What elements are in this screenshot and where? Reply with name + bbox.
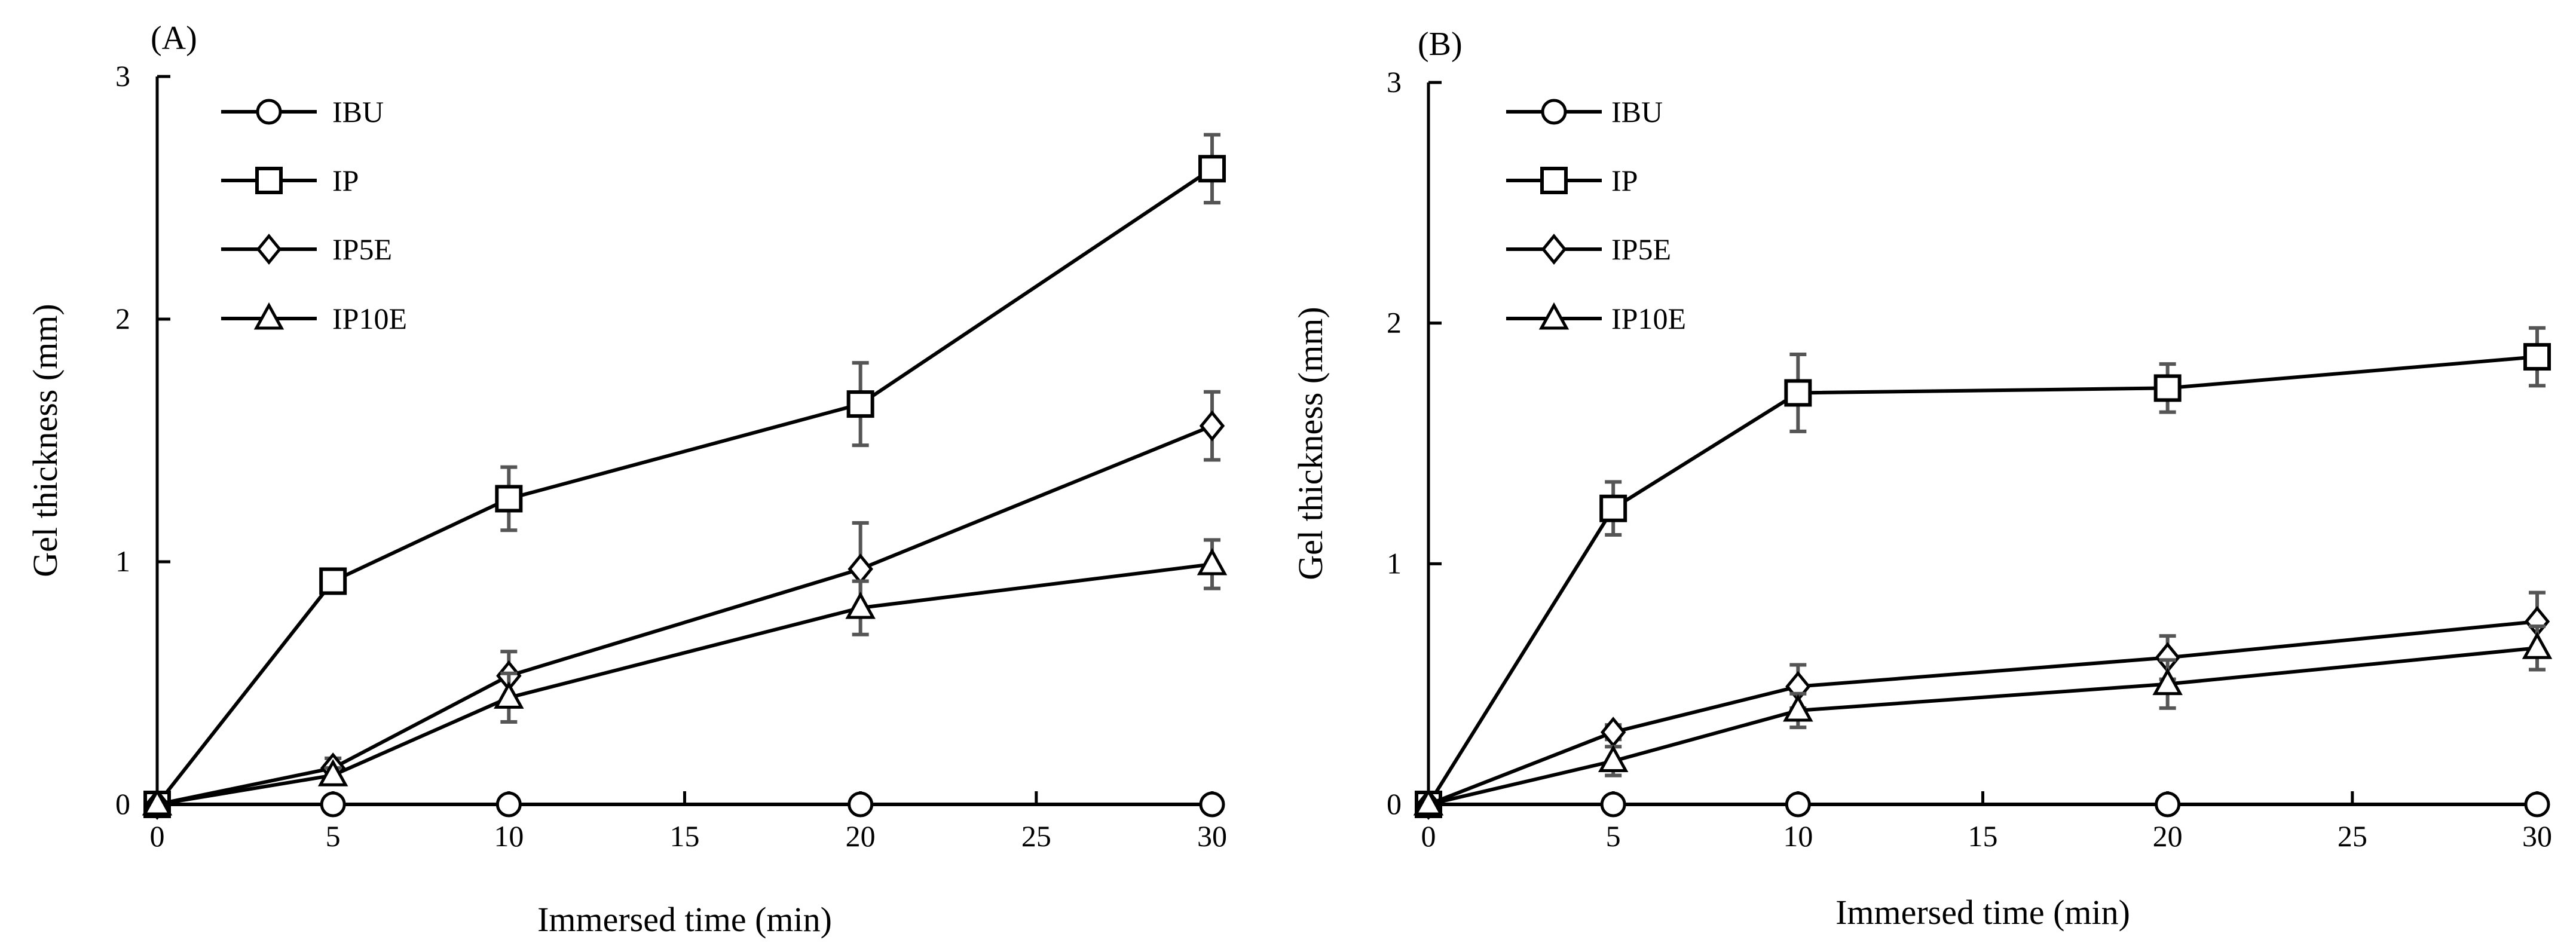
data-point-ip [1784,379,1812,407]
series-ip [143,133,1226,818]
legend-label: IP5E [332,232,392,266]
data-point-ibu [495,791,522,818]
x-tick-label: 25 [2338,819,2367,853]
data-point-ip [495,485,523,513]
legend-label: IP10E [1611,302,1686,335]
data-point-ibu [1600,791,1626,818]
x-tick-label: 20 [846,819,876,853]
x-tick-label: 15 [670,819,700,853]
panel-label: (A) [151,20,197,57]
legend-label: IBU [1611,95,1663,128]
x-tick-label: 30 [2522,819,2552,853]
x-axis-title: Immersed time (min) [1835,893,2130,932]
data-point-ip10e [1197,547,1228,576]
data-point-ip [846,390,874,418]
data-point-ip10e [1783,694,1813,722]
legend-marker [256,99,282,125]
y-axis-title: Gel thickness (mm) [26,304,65,577]
legend-marker [255,167,283,194]
legend-item-ibu: IBU [221,95,384,128]
data-point-ip5e [1199,410,1225,442]
y-tick-label: 3 [1387,65,1402,99]
x-tick-label: 10 [494,819,524,853]
data-point-ibu [1785,791,1811,818]
data-point-ip10e [845,591,876,619]
x-axis-title: Immersed time (min) [537,900,832,939]
y-tick-label: 1 [115,544,130,578]
chart-panel-b: 0 5 10 15 20 25 30 0 1 2 3 Immersed time (min) Gel t… [1291,26,2553,932]
data-point-ibu [320,791,346,818]
panel-label: (B) [1418,26,1463,63]
y-tick-label: 3 [115,59,130,93]
y-tick-label: 2 [1387,306,1402,339]
x-tick-label: 5 [326,819,341,853]
legend-label: IP [1611,164,1638,197]
y-tick-label: 2 [115,302,130,335]
data-point-ip10e [2152,668,2183,696]
y-tick-label: 1 [1387,546,1402,580]
x-tick-label: 25 [1021,819,1051,853]
legend-marker [1540,167,1568,194]
series-ibu [1415,791,2550,818]
legend-marker [253,302,284,330]
data-point-ip10e [2522,632,2553,659]
data-point-ibu [2524,791,2550,818]
legend-marker [1541,234,1567,265]
legend-marker [1541,99,1567,125]
legend-item-ip5e: IP5E [1506,232,1671,266]
data-point-ip10e [494,681,524,709]
data-point-ip [1599,494,1627,522]
legend-item-ip: IP [221,164,359,197]
data-point-ip [2523,343,2551,371]
legend-label: IP [332,164,359,197]
x-tick-label: 5 [1606,819,1621,853]
legend-marker [1538,302,1570,330]
chart-panel-a: 0 5 10 15 20 25 30 0 1 2 3 Immersed time (min) Gel t… [26,20,1228,939]
data-point-ip10e [317,759,348,786]
data-point-ip [1198,155,1226,183]
legend-item-ibu: IBU [1506,95,1663,128]
data-point-ip10e [1413,788,1444,816]
y-axis-title: Gel thickness (mm) [1291,307,1330,580]
legend-label: IBU [332,95,384,128]
legend-label: IP10E [332,302,407,335]
x-tick-label: 0 [1421,819,1436,853]
data-point-ip [2153,374,2182,402]
x-tick-label: 20 [2153,819,2183,853]
data-point-ip [319,567,347,595]
legend-item-ip10e: IP10E [221,302,407,335]
series-ip10e [1413,625,2553,816]
data-point-ibu [2155,791,2181,818]
x-tick-label: 0 [150,819,165,853]
legend-item-ip: IP [1506,164,1638,197]
legend-item-ip10e: IP10E [1506,302,1686,335]
data-point-ip10e [142,788,173,816]
y-tick-label: 0 [1387,787,1402,821]
x-tick-label: 30 [1197,819,1227,853]
x-tick-label: 15 [1968,819,1998,853]
legend-label: IP5E [1611,232,1671,266]
legend-item-ip5e: IP5E [221,232,392,266]
series-ip10e [142,538,1228,816]
y-tick-label: 0 [115,787,130,821]
legend-marker [256,234,282,265]
data-point-ip10e [1598,745,1629,773]
data-point-ibu [1199,791,1225,818]
data-point-ibu [848,791,874,818]
x-tick-label: 10 [1783,819,1813,853]
